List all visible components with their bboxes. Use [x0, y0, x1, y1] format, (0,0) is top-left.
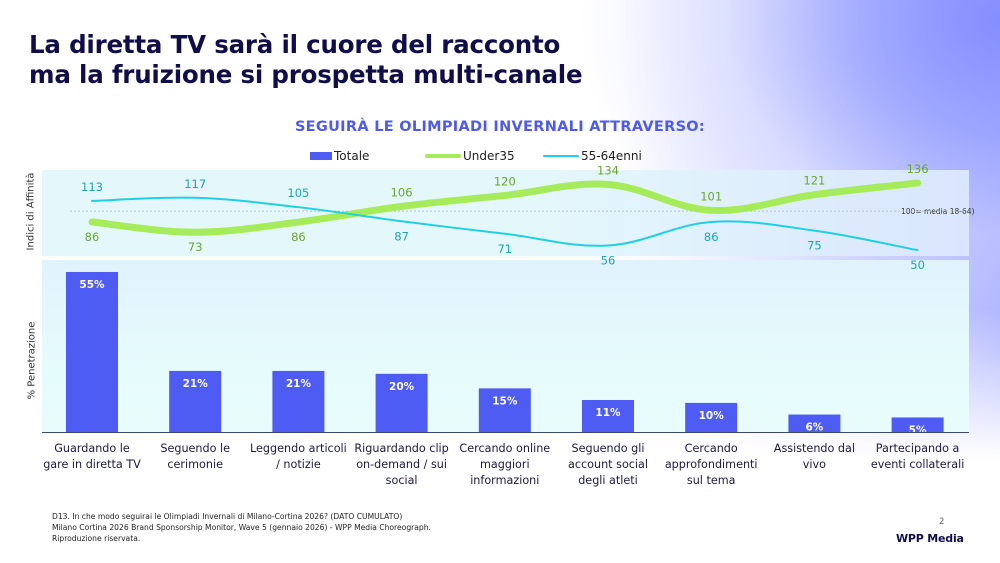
- category-label-line: informazioni: [470, 474, 540, 487]
- line-label-55-64: 113: [81, 180, 103, 194]
- category-label-line: on-demand / sui: [356, 458, 447, 471]
- category-label-line: social: [385, 474, 418, 487]
- footnote-line-2: Milano Cortina 2026 Brand Sponsorship Mo…: [52, 523, 431, 532]
- category-label: Seguendo le cerimonie: [139, 441, 251, 473]
- line-label-under35: 101: [700, 189, 722, 203]
- bar-totale: [272, 370, 325, 432]
- page-number: 2: [939, 517, 945, 527]
- line-label-55-64: 56: [601, 253, 616, 267]
- bar-data-label: 21%: [183, 378, 209, 390]
- category-label: Partecipando a eventi collaterali: [862, 441, 974, 473]
- affinity-panel: [42, 170, 969, 256]
- legend-swatch-totale: [310, 152, 332, 160]
- bar-data-label: 20%: [389, 381, 415, 393]
- legend-label-totale: Totale: [334, 149, 370, 163]
- footnote-line-3: Riproduzione riservata.: [52, 534, 141, 543]
- line-label-under35: 120: [494, 174, 516, 188]
- line-label-55-64: 117: [184, 177, 206, 191]
- category-label-line: Cercando: [684, 442, 738, 455]
- category-label-line: sul tema: [686, 474, 736, 487]
- bar-totale: [478, 388, 531, 432]
- category-label-line: degli atleti: [578, 474, 638, 487]
- bar-labels-group: 55% 21% 21% 20% 15% 11% 10% 6% 5%: [79, 279, 927, 436]
- line-label-under35: 121: [803, 174, 825, 188]
- legend-label-55-64: 55-64enni: [581, 149, 642, 163]
- line-labels-group: 86 73 86 106 120 134 101 121 136 113 117 105 87 71 56 8…: [81, 162, 929, 272]
- category-label-line: Guardando le: [54, 442, 130, 455]
- category-label-line: Seguendo gli: [571, 442, 645, 455]
- line-label-55-64: 86: [704, 230, 719, 244]
- line-label-under35: 136: [907, 162, 929, 176]
- category-label: Cercando approfondimenti sul tema: [655, 441, 767, 489]
- brand-logo: WPP Media: [896, 532, 964, 545]
- bars-group: [66, 272, 944, 432]
- line-series-55-64: [91, 196, 919, 252]
- category-label: Guardando le gare in diretta TV: [36, 441, 148, 473]
- chart-title: SEGUIRÀ LE OLIMPIADI INVERNALI ATTRAVERS…: [294, 119, 706, 135]
- legend-item-under35: Under35: [425, 149, 515, 163]
- line-label-under35: 134: [597, 164, 619, 178]
- line-label-under35: 86: [291, 230, 306, 244]
- category-label-line: Riguardando clip: [354, 442, 449, 455]
- line-label-55-64: 75: [807, 239, 822, 253]
- category-label-line: account social: [567, 458, 649, 471]
- category-label-line: maggiori: [479, 458, 530, 471]
- legend-item-55-64: 55-64enni: [543, 149, 642, 163]
- bar-data-label: 6%: [805, 422, 823, 434]
- line-label-under35: 73: [188, 240, 203, 254]
- category-label-line: eventi collaterali: [870, 458, 965, 471]
- category-label-line: cerimonie: [167, 458, 223, 471]
- legend-item-totale: Totale: [310, 149, 369, 163]
- category-label-line: Partecipando a: [875, 442, 960, 455]
- category-label-line: gare in diretta TV: [43, 458, 141, 471]
- bar-totale: [788, 414, 841, 432]
- category-label-line: Cercando online: [459, 442, 551, 455]
- bar-totale: [685, 402, 738, 432]
- line-label-55-64: 105: [287, 186, 309, 200]
- bar-totale: [169, 370, 222, 432]
- bar-data-label: 21%: [286, 378, 312, 390]
- page-title: La diretta TV sarà il cuore del racconto…: [29, 30, 583, 90]
- bar-totale: [375, 373, 428, 432]
- line-series-group: [88, 179, 922, 252]
- category-label: Cercando online maggiori informazioni: [449, 441, 561, 489]
- bar-totale: [582, 400, 634, 432]
- line-label-55-64: 87: [394, 229, 409, 243]
- category-label-line: Seguendo le: [160, 442, 231, 455]
- bar-totale: [66, 272, 118, 432]
- line-label-under35: 106: [391, 185, 413, 199]
- line-label-55-64: 71: [497, 242, 512, 256]
- category-label: Assistendo dal vivo: [758, 441, 870, 473]
- category-label-line: vivo: [802, 458, 826, 471]
- legend-swatch-under35: [425, 154, 461, 158]
- bar-data-label: 11%: [595, 407, 621, 419]
- legend-label-under35: Under35: [463, 149, 515, 163]
- category-label-line: / notizie: [276, 458, 321, 471]
- footnote-line-1: D13. In che modo seguirai le Olimpiadi I…: [52, 512, 403, 521]
- page-title-line-1: La diretta TV sarà il cuore del racconto: [29, 30, 561, 59]
- category-label: Leggendo articoli / notizie: [242, 441, 354, 473]
- line-label-under35: 86: [85, 230, 100, 244]
- bar-data-label: 55%: [79, 279, 105, 291]
- footnote: D13. In che modo seguirai le Olimpiadi I…: [52, 511, 431, 544]
- category-label-line: Assistendo dal: [773, 442, 855, 455]
- bar-data-label: 15%: [492, 395, 518, 407]
- bar-data-label: 10%: [699, 410, 725, 422]
- line-series-under35: [88, 179, 922, 236]
- reference-line-note: 100= media 18-64): [901, 207, 975, 216]
- line-label-55-64: 50: [910, 258, 925, 272]
- bar-data-label: 5%: [909, 424, 927, 436]
- category-label: Seguendo gli account social degli atleti: [552, 441, 664, 489]
- page-title-line-2: ma la fruizione si prospetta multi-canal…: [29, 60, 583, 89]
- category-label-line: Leggendo articoli: [250, 442, 347, 455]
- legend-swatch-55-64: [543, 155, 579, 157]
- category-label-line: approfondimenti: [664, 458, 758, 471]
- bar-totale: [891, 417, 944, 432]
- category-label: Riguardando clip on-demand / sui social: [346, 441, 458, 489]
